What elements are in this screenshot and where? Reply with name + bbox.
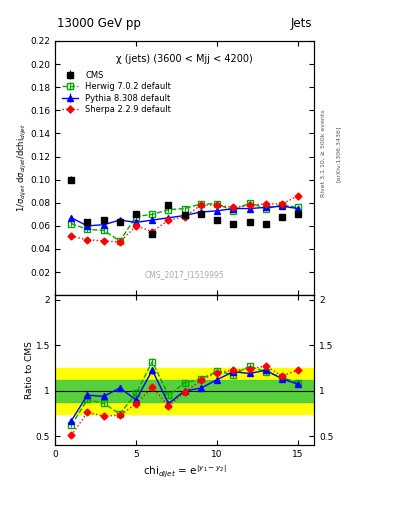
Text: CMS_2017_I1519995: CMS_2017_I1519995 [145, 270, 224, 280]
Y-axis label: Ratio to CMS: Ratio to CMS [26, 342, 35, 399]
Text: [arXiv:1306.3436]: [arXiv:1306.3436] [336, 125, 341, 182]
Text: Rivet 3.1.10, ≥ 500k events: Rivet 3.1.10, ≥ 500k events [320, 110, 325, 198]
Text: Jets: Jets [291, 16, 312, 30]
X-axis label: chi$_{dijet}$ = e$^{|y_1 - y_2|}$: chi$_{dijet}$ = e$^{|y_1 - y_2|}$ [143, 463, 226, 480]
Bar [55, 380, 314, 402]
Legend: CMS, Herwig 7.0.2 default, Pythia 8.308 default, Sherpa 2.2.9 default: CMS, Herwig 7.0.2 default, Pythia 8.308 … [62, 71, 171, 114]
Text: χ (jets) (3600 < Mjj < 4200): χ (jets) (3600 < Mjj < 4200) [116, 54, 253, 63]
Bar [55, 368, 314, 414]
Text: 13000 GeV pp: 13000 GeV pp [57, 16, 141, 30]
Y-axis label: 1/σ$_{dijet}$ dσ$_{dijet}$/dchi$_{dijet}$: 1/σ$_{dijet}$ dσ$_{dijet}$/dchi$_{dijet}… [16, 124, 29, 212]
